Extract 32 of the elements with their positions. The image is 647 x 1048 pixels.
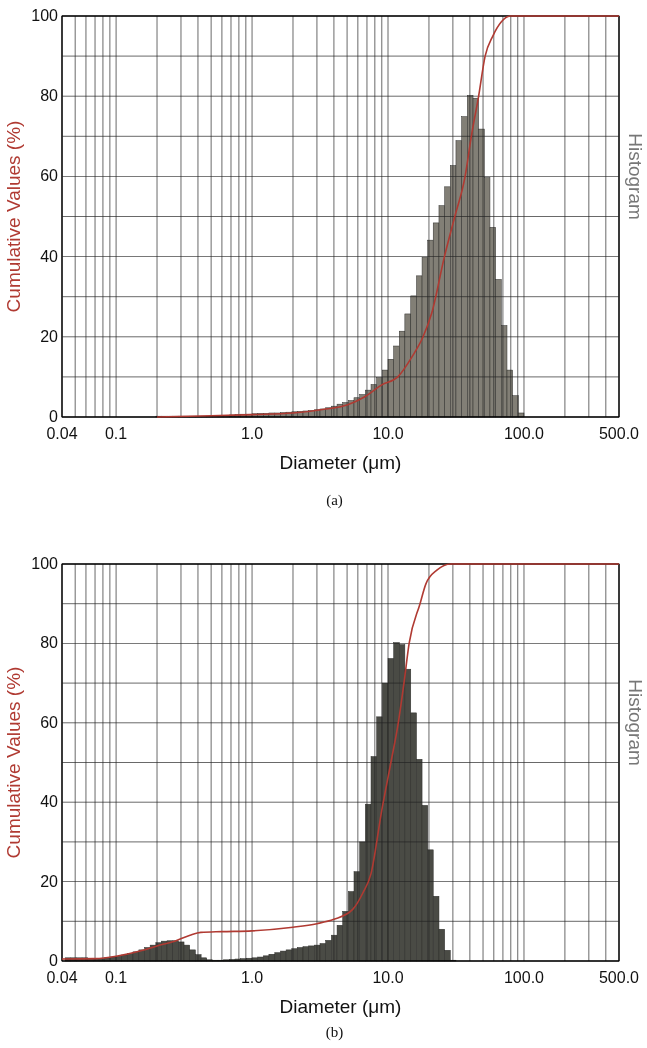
x-tick-label: 100.0 — [503, 425, 545, 442]
y-tick-label: 0 — [49, 408, 59, 425]
y-tick-label: 20 — [40, 872, 59, 890]
y-tick-label: 80 — [40, 634, 59, 652]
y-tick-label: 0 — [49, 952, 59, 969]
y-axis-title: Cumulative Values (%) — [3, 666, 24, 859]
text: (b) — [325, 1024, 344, 1041]
x-tick-label: 10.0 — [372, 969, 404, 986]
x-tick-label: 0.1 — [104, 425, 128, 442]
x-axis-title: Diameter (μm) — [279, 996, 402, 1017]
y-tick-label: 60 — [40, 167, 59, 185]
x-tick-label: 0.04 — [46, 969, 78, 986]
y-tick-label: 60 — [40, 713, 59, 731]
y2-axis-title: Histogram — [625, 133, 646, 220]
x-tick-label: 1.0 — [240, 969, 264, 986]
x-axis-title: Diameter (μm) — [279, 452, 402, 473]
y-tick-label: 100 — [31, 7, 59, 24]
y2-axis-title: Histogram — [625, 679, 646, 766]
x-tick-label: 1.0 — [240, 425, 264, 442]
y-tick-label: 40 — [40, 247, 59, 265]
x-tick-label: 500.0 — [598, 969, 640, 986]
x-tick-label: 10.0 — [372, 425, 404, 442]
x-tick-label: 500.0 — [598, 425, 640, 442]
x-tick-label: 0.04 — [46, 425, 78, 442]
text: (a) — [326, 492, 343, 509]
x-tick-label: 0.1 — [104, 969, 128, 986]
y-tick-label: 40 — [40, 793, 59, 811]
y-tick-label: 100 — [31, 555, 59, 572]
x-tick-label: 100.0 — [503, 969, 545, 986]
y-axis-title: Cumulative Values (%) — [3, 120, 24, 313]
y-tick-label: 20 — [40, 327, 59, 345]
y-tick-label: 80 — [40, 87, 59, 105]
